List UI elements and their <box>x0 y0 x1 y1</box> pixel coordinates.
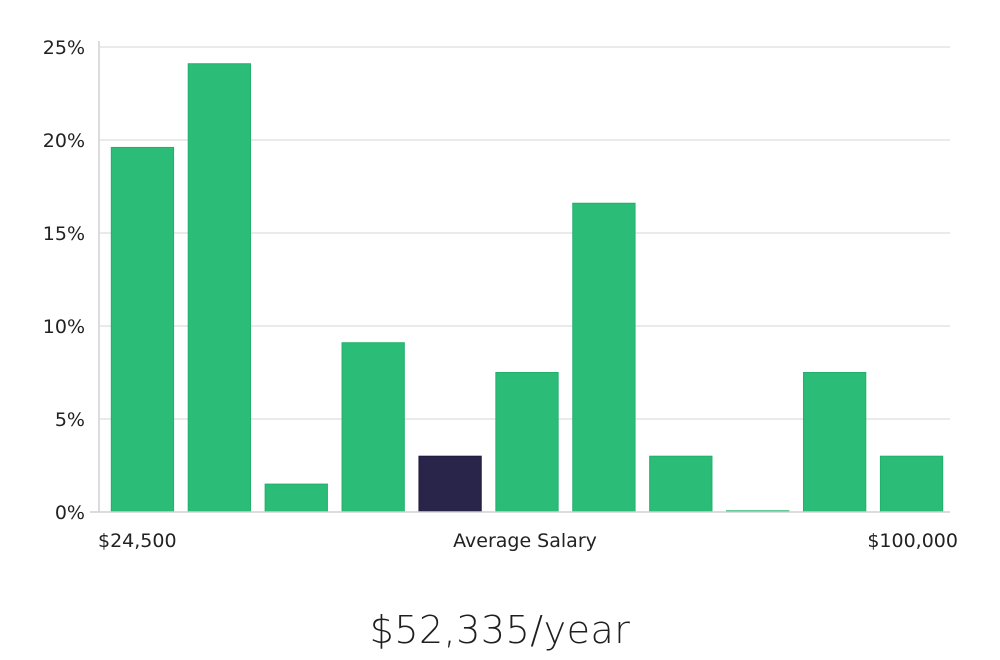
y-tick-label: 15% <box>43 223 85 245</box>
average-salary-value: $52,335/year <box>369 608 631 652</box>
y-tick-label: 10% <box>43 316 85 338</box>
bar <box>802 372 867 513</box>
x-max-label: $100,000 <box>867 530 958 552</box>
bar <box>879 455 944 513</box>
y-tick-label: 25% <box>43 37 85 59</box>
x-axis-title: Average Salary <box>453 530 597 552</box>
salary-histogram: 0%5%10%15%20%25% $24,500 Average Salary … <box>43 37 958 552</box>
bar <box>187 63 252 513</box>
bar <box>649 455 713 513</box>
bar-highlighted <box>418 455 482 513</box>
y-axis-tick-labels: 0% 5% 10% 15% 20% 25% <box>43 37 85 524</box>
bar <box>341 342 405 513</box>
bars <box>110 63 944 513</box>
bar <box>264 483 328 513</box>
y-tick-label: 5% <box>55 409 85 431</box>
axes <box>90 41 950 513</box>
x-min-label: $24,500 <box>98 530 177 552</box>
bar <box>110 146 175 513</box>
y-tick-label: 0% <box>55 502 85 524</box>
bar <box>495 372 559 513</box>
y-tick-label: 20% <box>43 130 85 152</box>
bar <box>572 202 636 513</box>
